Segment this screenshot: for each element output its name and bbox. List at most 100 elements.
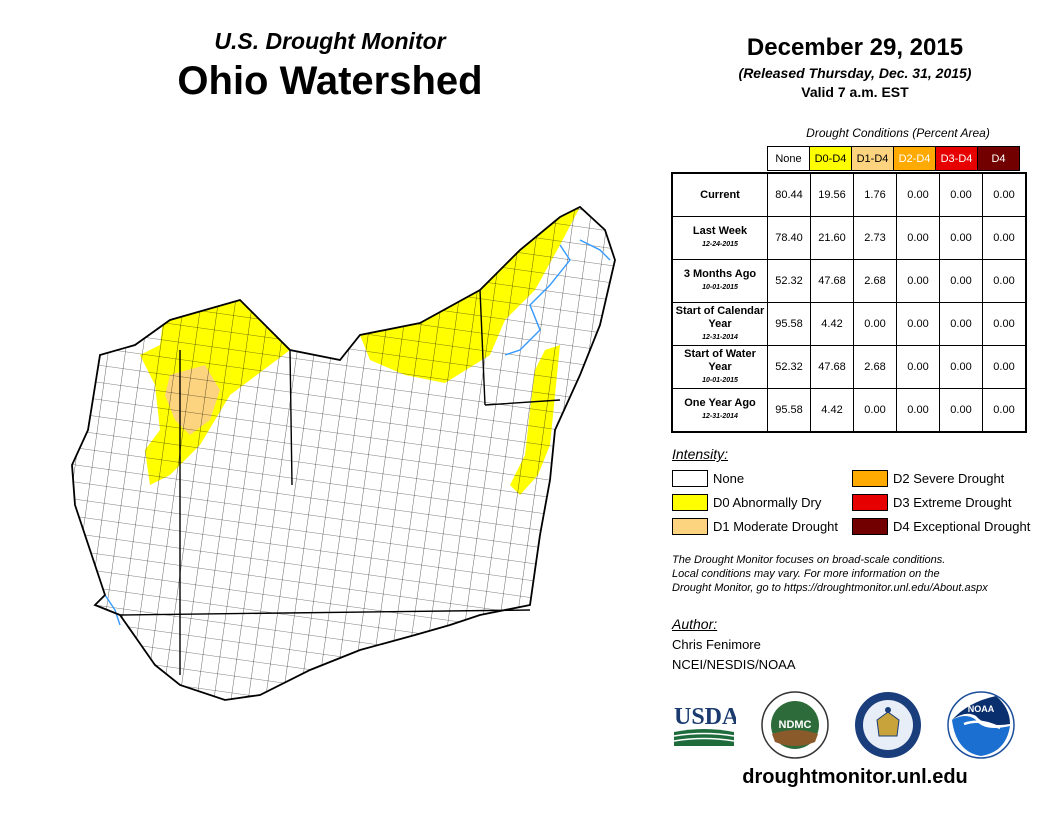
legend-swatch [672,518,708,535]
legend-label: D3 Extreme Drought [893,495,1012,510]
table-row: Last Week 12-24-2015 78.40 21.60 2.73 0.00 0.0… [671,216,1027,260]
table-caption: Drought Conditions (Percent Area) [806,126,990,140]
ndmc-logo: NDMC [761,691,829,759]
cell-d4: 0.00 [982,172,1027,217]
category-header-d1-d4: D1-D4 [851,146,894,171]
river-upper [579,239,611,261]
row-label: Start of Calendar Year 12-31-2014 [671,302,768,346]
cell-d3-d4: 0.00 [939,302,983,346]
row-date: 12-31-2014 [702,333,738,341]
noaa-logo-text: NOAA [968,704,995,714]
title-block: U.S. Drought Monitor Ohio Watershed [130,28,530,104]
cell-d4: 0.00 [982,302,1027,346]
cell-d1-d4: 2.73 [853,216,897,260]
row-label-text: One Year Ago [684,397,756,409]
category-header-d2-d4: D2-D4 [893,146,936,171]
cell-d0-d4: 21.60 [810,216,854,260]
cell-d3-d4: 0.00 [939,345,983,389]
drought-note: The Drought Monitor focuses on broad-sca… [672,553,1052,595]
legend-label: D4 Exceptional Drought [893,519,1031,534]
table-row: Current 80.44 19.56 1.76 0.00 0.00 0.00 [671,172,1027,217]
map-title: Ohio Watershed [177,59,483,103]
drought-stats-table: Current 80.44 19.56 1.76 0.00 0.00 0.00 Last We… [671,172,1027,433]
legend-swatch [672,470,708,487]
row-label-text: Start of Calendar Year [675,304,765,330]
cell-d0-d4: 4.42 [810,302,854,346]
cell-d2-d4: 0.00 [896,345,940,389]
cell-d2-d4: 0.00 [896,302,940,346]
valid-date: December 29, 2015 [746,34,964,61]
cell-d1-d4: 2.68 [853,259,897,303]
state-line-ky-tn [119,609,531,616]
date-block: December 29, 2015 (Released Thursday, De… [670,34,1040,100]
note-line-1: The Drought Monitor focuses on broad-sca… [672,554,946,566]
legend-swatch [852,494,888,511]
cell-none: 80.44 [767,172,811,217]
author-label: Author: [672,616,718,632]
cell-d0-d4: 4.42 [810,388,854,433]
cell-d3-d4: 0.00 [939,388,983,433]
row-date: 10-01-2015 [702,376,738,384]
legend-item: None [672,470,744,487]
legend-item: D4 Exceptional Drought [852,518,1030,535]
cell-none: 95.58 [767,302,811,346]
row-label: Current [671,172,768,217]
drought-map [71,206,616,701]
cell-d2-d4: 0.00 [896,259,940,303]
cell-d3-d4: 0.00 [939,259,983,303]
legend-item: D2 Severe Drought [852,470,1004,487]
cell-d2-d4: 0.00 [896,216,940,260]
cell-none: 78.40 [767,216,811,260]
commerce-seal-logo [855,692,921,758]
table-row: 3 Months Ago 10-01-2015 52.32 47.68 2.68 0.00… [671,259,1027,303]
cell-d4: 0.00 [982,216,1027,260]
cell-d2-d4: 0.00 [896,388,940,433]
cell-d2-d4: 0.00 [896,172,940,217]
author-org: NCEI/NESDIS/NOAA [672,657,796,672]
legend-label: D0 Abnormally Dry [713,495,822,510]
map-subtitle: U.S. Drought Monitor [214,28,446,54]
legend-swatch [672,494,708,511]
legend-title: Intensity: [672,446,729,462]
legend-item: D1 Moderate Drought [672,518,838,535]
legend-item: D0 Abnormally Dry [672,494,821,511]
river-west [104,594,121,626]
state-line-in-oh [289,349,293,486]
legend-swatch [852,518,888,535]
row-label-text: Current [700,188,740,201]
legend-label: D2 Severe Drought [893,471,1005,486]
cell-none: 52.32 [767,259,811,303]
noaa-logo: NOAA [947,691,1015,759]
cell-d3-d4: 0.00 [939,216,983,260]
cell-d3-d4: 0.00 [939,172,983,217]
state-line-pa-wv [484,399,561,406]
cell-none: 52.32 [767,345,811,389]
row-date: 12-24-2015 [702,241,738,248]
row-label-text: Start of Water Year [684,347,756,373]
table-row: Start of Calendar Year 12-31-2014 95.58 4.4… [671,302,1027,346]
cell-d1-d4: 0.00 [853,388,897,433]
legend-item: D3 Extreme Drought [852,494,1012,511]
usda-logo: USDA [673,704,736,746]
valid-time: Valid 7 a.m. EST [801,84,909,100]
river-allegheny [504,244,571,356]
cell-d1-d4: 0.00 [853,302,897,346]
category-header-row: None D0-D4 D1-D4 D2-D4 D3-D4 D4 [767,146,1020,171]
release-date: (Released Thursday, Dec. 31, 2015) [738,65,972,81]
row-label: Start of Water Year 10-01-2015 [671,345,768,389]
footer-url[interactable]: droughtmonitor.unl.edu [742,766,968,788]
cell-none: 95.58 [767,388,811,433]
row-label: 3 Months Ago 10-01-2015 [671,259,768,303]
cell-d1-d4: 2.68 [853,345,897,389]
row-label: One Year Ago 12-31-2014 [671,388,768,433]
cell-d0-d4: 47.68 [810,345,854,389]
usda-logo-text: USDA [674,704,736,730]
usda-logo-field [674,729,734,746]
cell-d4: 0.00 [982,259,1027,303]
legend-label: None [713,471,745,486]
author-name: Chris Fenimore [672,637,761,652]
state-boundaries [119,289,561,675]
category-header-d3-d4: D3-D4 [935,146,978,171]
row-date: 10-01-2015 [702,284,738,291]
table-row: Start of Water Year 10-01-2015 52.32 47.68 2… [671,345,1027,389]
